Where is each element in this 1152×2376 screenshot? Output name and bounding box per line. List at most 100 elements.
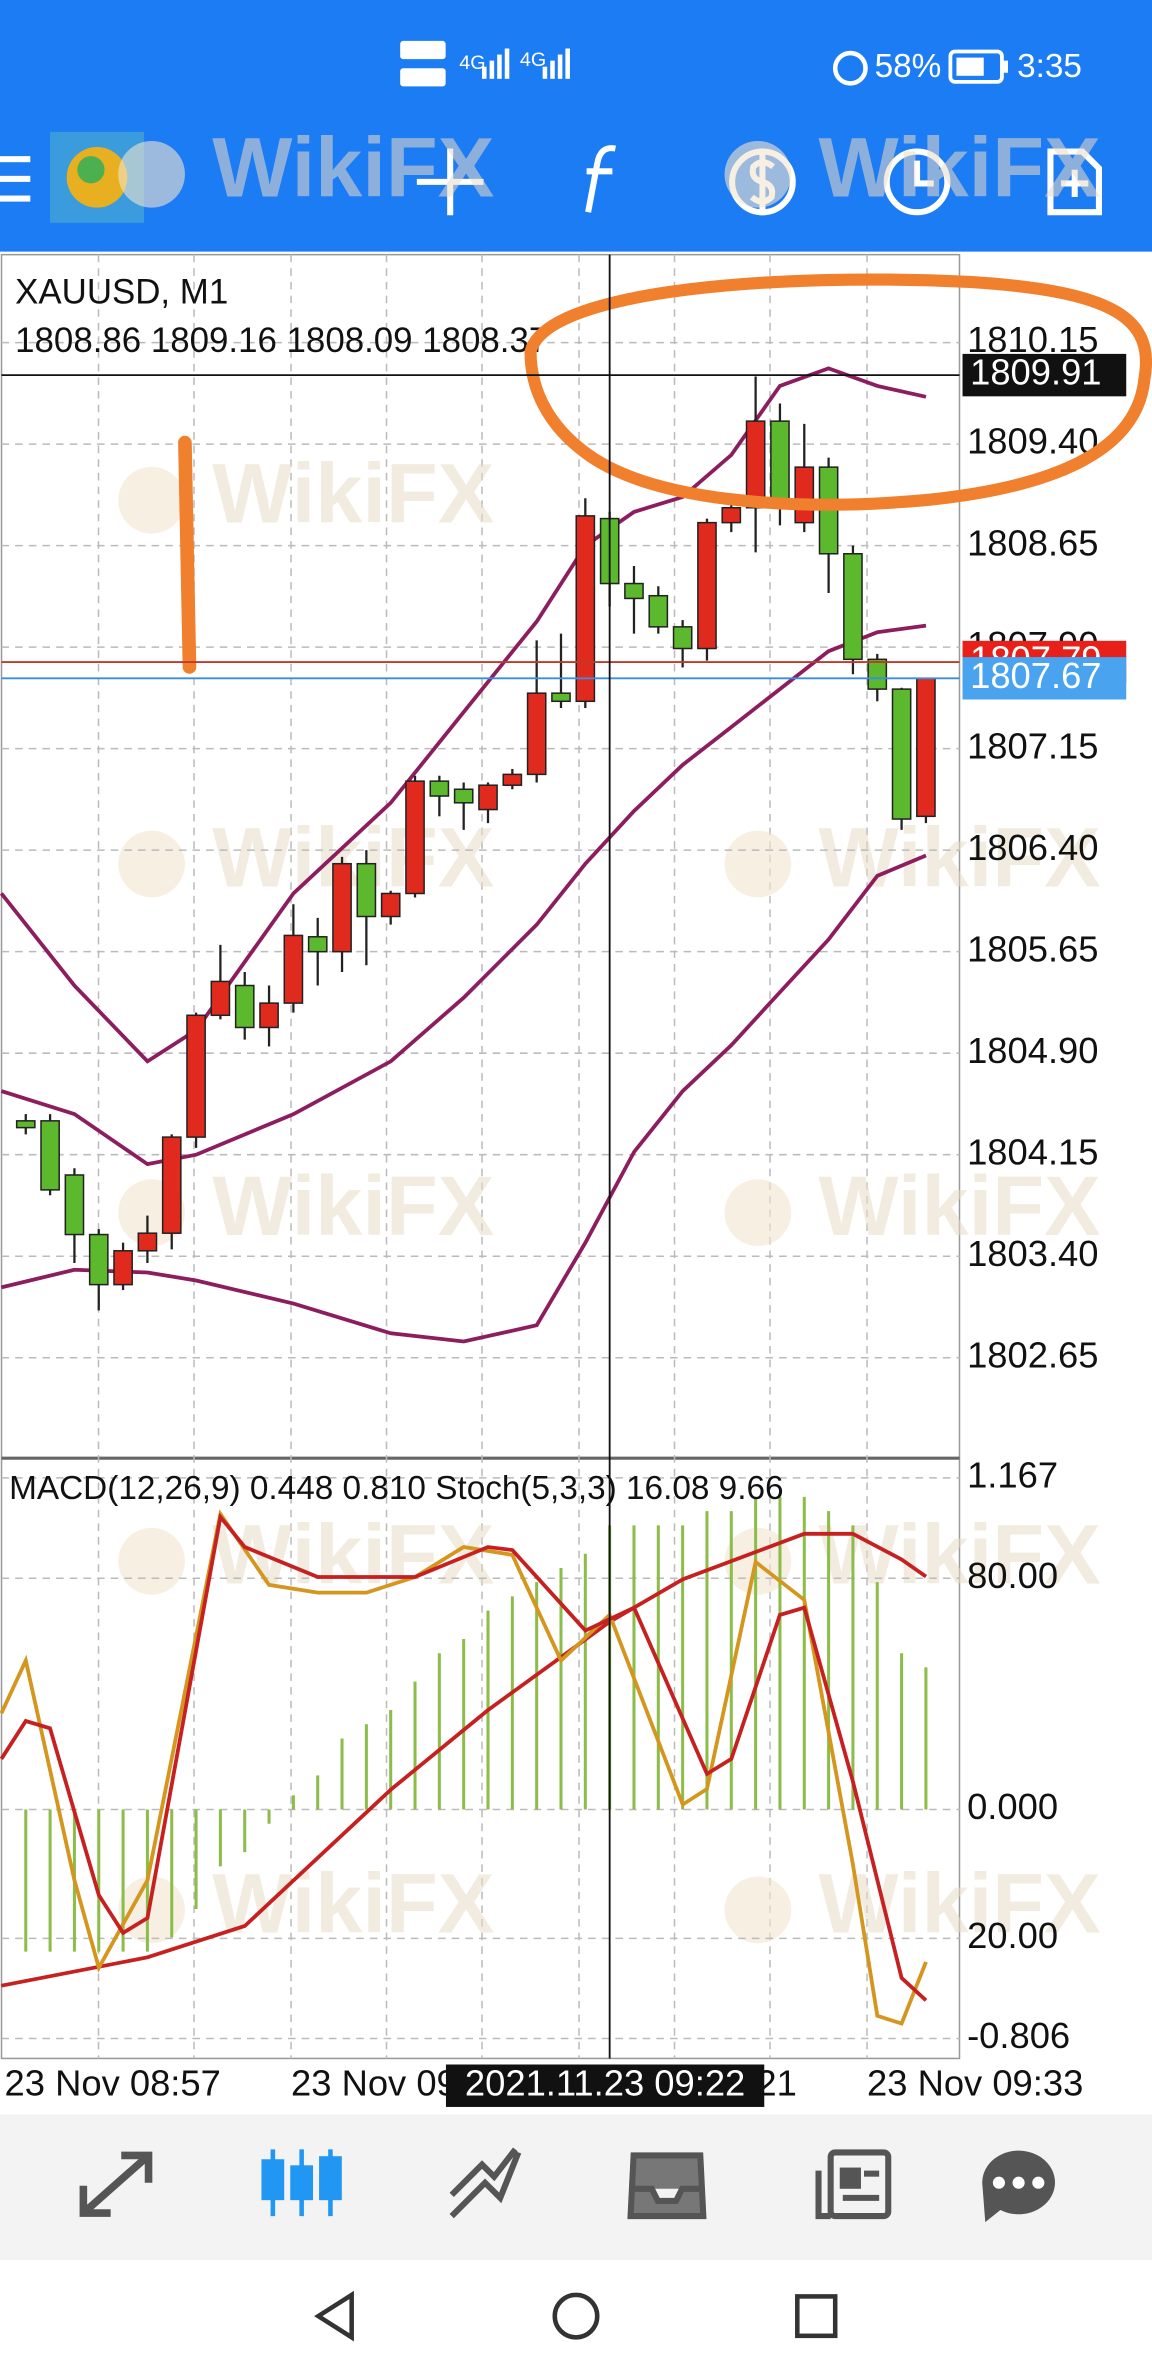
candle-body bbox=[478, 784, 498, 811]
battery-percent: 58% bbox=[875, 48, 942, 85]
candle-body bbox=[356, 862, 377, 918]
watermark-logo bbox=[118, 1527, 185, 1595]
back-button[interactable] bbox=[314, 2290, 354, 2342]
watermark: WikiFX bbox=[212, 809, 494, 904]
app-bar bbox=[0, 0, 1152, 252]
watermark: WikiFX bbox=[819, 120, 1101, 215]
price-tick-label: 1809.40 bbox=[967, 421, 1098, 462]
indicator-label: MACD(12,26,9) 0.448 0.810 Stoch(5,3,3) 1… bbox=[9, 1470, 783, 1507]
watermark-logo bbox=[118, 466, 185, 534]
stoch-tick-label: 80.00 bbox=[967, 1555, 1058, 1596]
price-tick-label: 1810.15 bbox=[967, 319, 1098, 360]
candle-body bbox=[113, 1250, 133, 1286]
candle-body bbox=[745, 420, 766, 509]
quotes-tab[interactable] bbox=[79, 2151, 153, 2217]
candle-body bbox=[453, 788, 474, 804]
history-tab[interactable] bbox=[627, 2152, 707, 2220]
candle-body bbox=[210, 980, 231, 1017]
macd-tick-label: 1.167 bbox=[967, 1455, 1058, 1496]
crosshair-time-box bbox=[445, 2064, 765, 2107]
stoch-signal bbox=[0, 1512, 928, 2002]
watermark: WikiFX bbox=[212, 120, 494, 215]
candle-body bbox=[380, 892, 401, 918]
watermark-logo bbox=[118, 830, 185, 898]
ohlc: 1808.86 1809.16 1808.09 1808.37 bbox=[15, 321, 548, 360]
news-tab[interactable] bbox=[815, 2149, 892, 2220]
trade-tab[interactable] bbox=[449, 2147, 522, 2219]
watermark: WikiFX bbox=[819, 1158, 1101, 1253]
candle-body bbox=[502, 773, 523, 786]
vertical-grid bbox=[97, 254, 868, 2059]
candle-body bbox=[867, 658, 888, 690]
template-button[interactable] bbox=[1047, 148, 1102, 216]
candle-body bbox=[283, 934, 304, 1004]
watermark: WikiFX bbox=[212, 446, 494, 541]
watermark: WikiFX bbox=[819, 1507, 1101, 1602]
price-tick-label: 1802.65 bbox=[967, 1334, 1098, 1375]
clock: 3:35 bbox=[1017, 48, 1082, 85]
price-tick-label: 1804.15 bbox=[967, 1131, 1098, 1172]
candle-body bbox=[697, 521, 717, 650]
candle-body bbox=[234, 984, 255, 1029]
symbol: XAUUSD, M1 bbox=[15, 272, 228, 311]
bid-label: 1807.67 bbox=[970, 655, 1101, 696]
candle-body bbox=[429, 780, 450, 797]
candle-body bbox=[64, 1174, 85, 1236]
candle-body bbox=[648, 594, 669, 628]
chat-tab[interactable] bbox=[982, 2150, 1055, 2223]
candle-body bbox=[161, 1136, 182, 1234]
watermark: WikiFX bbox=[212, 1158, 494, 1253]
macd-tick-label: -0.806 bbox=[967, 2015, 1070, 2056]
watermark-logo bbox=[724, 830, 792, 898]
crosshair-price: 1809.91 bbox=[970, 352, 1101, 393]
price-tick-label: 1806.40 bbox=[967, 827, 1098, 868]
menu-button[interactable] bbox=[0, 156, 31, 202]
crosshair-button[interactable] bbox=[416, 148, 484, 216]
nav-bar bbox=[0, 2260, 1152, 2376]
time-label: 23 Nov 09:33 bbox=[867, 2062, 1083, 2103]
price-tick-label: 1803.40 bbox=[967, 1233, 1098, 1274]
chart-tab[interactable] bbox=[261, 2149, 342, 2217]
candle-body bbox=[259, 1002, 279, 1029]
price-tick-label: 1808.65 bbox=[967, 522, 1098, 563]
candle-body bbox=[916, 677, 936, 818]
chart-frame bbox=[0, 253, 961, 2060]
mt4-logo[interactable] bbox=[50, 131, 144, 223]
candle-body bbox=[186, 1014, 206, 1138]
time-label: 23 Nov 08:57 bbox=[5, 2062, 221, 2103]
alarm-icon bbox=[832, 50, 868, 86]
indicators-button[interactable] bbox=[585, 145, 617, 213]
network-label: 4G bbox=[459, 52, 485, 74]
macd-signal bbox=[1, 1531, 928, 1988]
recents-button[interactable] bbox=[795, 2294, 838, 2339]
watermark-logo bbox=[724, 1179, 792, 1246]
watermark-logo bbox=[724, 1876, 792, 1944]
candle-body bbox=[794, 466, 815, 524]
candle-body bbox=[15, 1120, 36, 1129]
candle-body bbox=[307, 936, 328, 953]
toolbar bbox=[0, 2114, 1152, 2261]
candle-body bbox=[88, 1233, 109, 1286]
candle-body bbox=[332, 862, 352, 953]
candle-body bbox=[526, 692, 547, 776]
bollinger-upper bbox=[0, 366, 927, 1064]
candle-body bbox=[575, 515, 596, 703]
watermark-logo bbox=[118, 140, 185, 208]
candle-body bbox=[770, 420, 790, 501]
candle-body bbox=[551, 692, 571, 703]
stoch-tick-label: 20.00 bbox=[967, 1915, 1058, 1956]
price-tick-label: 1807.15 bbox=[967, 725, 1098, 766]
candle-body bbox=[843, 553, 863, 661]
candle-body bbox=[672, 626, 693, 650]
bid-label-box bbox=[962, 657, 1127, 700]
annotation-line bbox=[178, 435, 197, 674]
signal-icons bbox=[400, 40, 570, 87]
candle-body bbox=[624, 582, 644, 600]
home-button[interactable] bbox=[552, 2292, 600, 2340]
candle-body bbox=[40, 1120, 60, 1191]
candle-body bbox=[721, 506, 742, 524]
period-button[interactable] bbox=[883, 148, 951, 216]
annotation-ellipse bbox=[524, 273, 1152, 511]
